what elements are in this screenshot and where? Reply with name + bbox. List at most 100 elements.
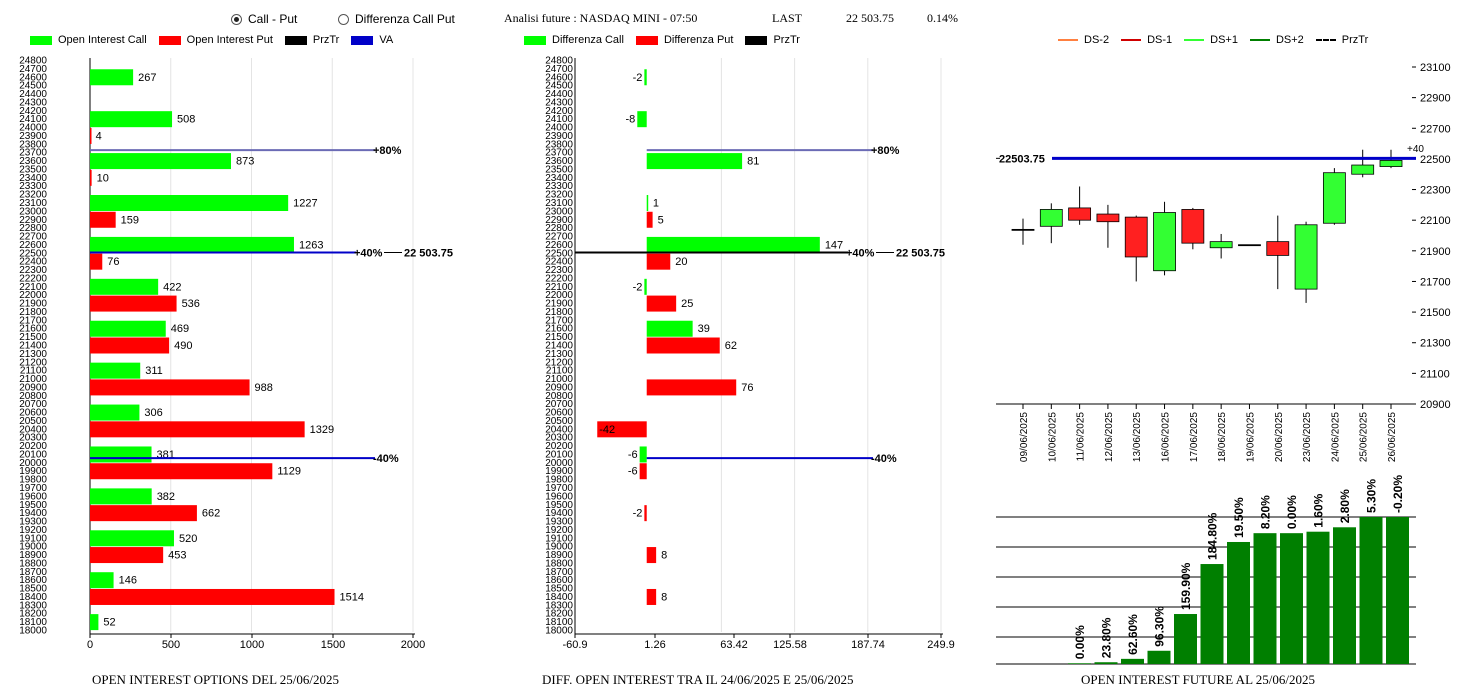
strike-label: 22300 xyxy=(545,265,573,276)
price-label: 22 503.75 xyxy=(404,247,453,259)
strike-label: 20500 xyxy=(19,416,47,427)
call-value-label: 508 xyxy=(177,114,195,126)
candle-body xyxy=(1096,213,1120,223)
strike-label: 18800 xyxy=(545,558,573,569)
strike-label: 24000 xyxy=(19,123,47,134)
candle-price-label: 22503.75 xyxy=(999,153,1045,165)
oi-bar xyxy=(1253,533,1277,664)
strike-label: 24200 xyxy=(545,106,573,117)
legend-diff: Differenza Call Differenza Put PrzTr xyxy=(524,34,812,46)
strike-label: 23700 xyxy=(545,148,573,159)
call-bar xyxy=(90,614,99,631)
strike-label: 20700 xyxy=(19,399,47,410)
strike-label: 23300 xyxy=(19,181,47,192)
put-value-label: 10 xyxy=(97,172,109,184)
candle-body xyxy=(1379,160,1403,167)
strike-label: 19800 xyxy=(19,475,47,486)
strike-label: 20300 xyxy=(545,433,573,444)
strike-label: 20900 xyxy=(19,382,47,393)
level-label: -40% xyxy=(871,453,897,465)
strike-label: 18300 xyxy=(19,600,47,611)
call-value-label: 52 xyxy=(103,617,115,629)
strike-label: 18400 xyxy=(545,592,573,603)
put-value-label: 662 xyxy=(202,508,220,520)
strike-label: 18600 xyxy=(545,575,573,586)
strike-label: 21300 xyxy=(19,349,47,360)
oi-bar xyxy=(1121,658,1144,664)
oi-bar xyxy=(1147,650,1171,664)
price-label: 22 503.75 xyxy=(896,247,945,259)
candle-y-tick-label: 21500 xyxy=(1420,307,1451,319)
strike-label: 20600 xyxy=(19,408,47,419)
legend-item-diff-put: Differenza Put xyxy=(635,34,734,46)
radio-call-put[interactable]: Call - Put xyxy=(231,11,297,27)
put-value-label: 5 xyxy=(658,214,664,226)
radio-differenza[interactable]: Differenza Call Put xyxy=(338,11,455,27)
strike-label: 21200 xyxy=(545,357,573,368)
strike-label: 23800 xyxy=(545,139,573,150)
strike-label: 19200 xyxy=(19,525,47,536)
strike-label: 19900 xyxy=(19,466,47,477)
candle-date-label: 18/06/2025 xyxy=(1217,412,1228,462)
strike-label: 21500 xyxy=(545,332,573,343)
oi-value-label: 5.30% xyxy=(1365,479,1379,513)
strike-label: 24300 xyxy=(19,97,47,108)
oi-bar xyxy=(1280,533,1303,664)
candle-date-label: 13/06/2025 xyxy=(1132,412,1143,462)
put-value-label: 62 xyxy=(725,340,737,352)
call-bar xyxy=(90,572,114,589)
swatch-prztr xyxy=(284,35,307,45)
candle-body xyxy=(1238,244,1261,247)
legend-label: VA xyxy=(379,34,394,46)
strike-label: 18600 xyxy=(19,575,47,586)
call-value-label: 873 xyxy=(236,156,254,168)
legend-label: DS+2 xyxy=(1275,34,1304,46)
strike-label: 19100 xyxy=(545,533,573,544)
put-bar xyxy=(90,379,250,396)
strike-label: 24200 xyxy=(19,106,47,117)
level-label: -40% xyxy=(373,453,399,465)
candle-body xyxy=(1209,241,1233,249)
candle-body xyxy=(1068,207,1092,221)
legend-label: PrzTr xyxy=(1341,34,1369,46)
candle-date-label: 11/06/2025 xyxy=(1076,412,1087,462)
put-value-label: 1129 xyxy=(277,466,301,478)
put-value-label: 1329 xyxy=(310,424,334,436)
oi-value-label: 8.20% xyxy=(1259,495,1273,529)
candle-date-label: 16/06/2025 xyxy=(1161,412,1172,462)
put-value-label: 536 xyxy=(182,298,200,310)
candle-y-tick-label: 22500 xyxy=(1420,154,1451,166)
legend-label: Differenza Put xyxy=(663,34,734,46)
oi-value-label: 0.00% xyxy=(1285,495,1299,529)
radio-unselected-icon xyxy=(338,13,349,25)
candle-body xyxy=(1351,164,1375,175)
call-bar xyxy=(646,153,743,170)
legend-item-prztr: PrzTr xyxy=(284,34,339,46)
legend-label: DS-2 xyxy=(1084,34,1110,46)
strike-label: 22400 xyxy=(545,257,573,268)
candle-body xyxy=(1181,209,1205,244)
call-bar xyxy=(90,404,140,421)
strike-label: 21000 xyxy=(545,374,573,385)
call-value-label: -8 xyxy=(626,114,636,126)
oi-value-label: 62.60% xyxy=(1126,614,1140,655)
line-ds+1 xyxy=(1184,39,1205,41)
strike-label: 20000 xyxy=(545,458,573,469)
strike-label: 23600 xyxy=(19,156,47,167)
strike-label: 18500 xyxy=(545,584,573,595)
candle-body xyxy=(1266,241,1290,256)
x-tick-label: 2000 xyxy=(401,639,425,651)
strike-label: 18700 xyxy=(545,567,573,578)
call-bar xyxy=(90,153,231,170)
strike-label: 22300 xyxy=(19,265,47,276)
strike-label: 21900 xyxy=(545,299,573,310)
call-value-label: -6 xyxy=(628,449,638,461)
x-tick-label: -60.9 xyxy=(562,639,587,651)
strike-label: 21100 xyxy=(546,366,574,377)
strike-label: 18500 xyxy=(19,584,47,595)
strike-label: 18000 xyxy=(19,626,47,637)
put-value-label: 1514 xyxy=(340,591,364,603)
strike-label: 19700 xyxy=(19,483,47,494)
strike-label: 20200 xyxy=(545,441,573,452)
line-ds-1 xyxy=(1121,39,1142,41)
